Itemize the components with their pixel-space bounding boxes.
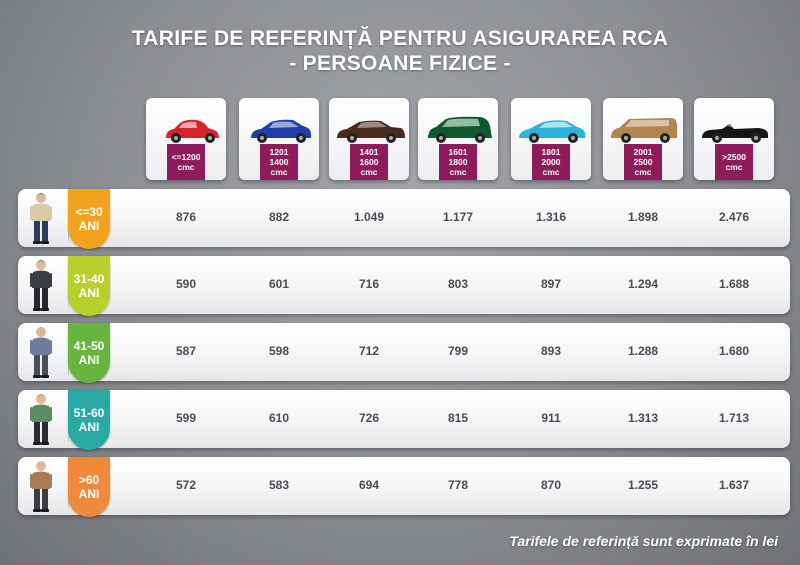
tariff-value: 876 — [175, 210, 197, 224]
tariff-value: 897 — [540, 277, 562, 291]
age-group-text: ANI — [78, 286, 100, 300]
engine-capacity-text: cmc — [177, 162, 195, 172]
tariff-value: 1.288 — [627, 344, 659, 358]
tariff-value: 1.688 — [718, 277, 750, 291]
tariff-value: 587 — [175, 344, 197, 358]
engine-capacity-text: <=1200 — [171, 152, 201, 162]
table-row: 31-40 ANI 590 601 716 803 897 1.294 1.688 — [18, 256, 790, 317]
engine-capacity-text: 2001 — [633, 147, 653, 157]
engine-capacity-text: >2500 — [722, 152, 746, 162]
tariff-value: 778 — [447, 478, 469, 492]
tariff-value: 590 — [175, 277, 197, 291]
table-row: 51-60 ANI 599 610 726 815 911 1.313 1.713 — [18, 390, 790, 451]
tariff-value: 882 — [268, 210, 290, 224]
engine-capacity-label: 1401 1600 cmc — [350, 144, 388, 180]
age-group-badge: <=30 ANI — [68, 189, 110, 249]
tariff-value: 1.680 — [718, 344, 750, 358]
tariff-value: 1.177 — [442, 210, 474, 224]
vehicle-card: 1801 2000 cmc — [511, 98, 591, 180]
age-group-text: ANI — [78, 219, 100, 233]
engine-capacity-label: 2001 2500 cmc — [624, 144, 662, 180]
engine-capacity-text: cmc — [725, 162, 743, 172]
engine-capacity-text: 1800 — [448, 157, 468, 167]
engine-capacity-label: 1601 1800 cmc — [439, 144, 477, 180]
table-row: 41-50 ANI 587 598 712 799 893 1.288 1.680 — [18, 323, 790, 384]
engine-capacity-label: >2500 cmc — [715, 144, 753, 180]
tariff-value: 716 — [358, 277, 380, 291]
tariff-value: 598 — [268, 344, 290, 358]
engine-capacity-text: 1401 — [359, 147, 379, 157]
engine-capacity-text: cmc — [634, 167, 652, 177]
tariff-value: 799 — [447, 344, 469, 358]
page-title: TARIFE DE REFERINȚĂ PENTRU ASIGURAREA RC… — [131, 27, 669, 50]
engine-capacity-text: 2500 — [633, 157, 653, 167]
older-man-icon — [28, 392, 54, 451]
tariff-value: 694 — [358, 478, 380, 492]
engine-capacity-label: <=1200 cmc — [167, 144, 205, 180]
engine-capacity-text: 1400 — [269, 157, 289, 167]
age-group-badge: 51-60 ANI — [68, 390, 110, 450]
tariff-value: 712 — [358, 344, 380, 358]
tariff-value: 572 — [175, 478, 197, 492]
age-group-badge: 31-40 ANI — [68, 256, 110, 316]
vehicle-card: 1601 1800 cmc — [418, 98, 498, 180]
tariff-value: 870 — [540, 478, 562, 492]
engine-capacity-text: cmc — [270, 167, 288, 177]
age-group-badge: >60 ANI — [68, 457, 110, 517]
tariff-value: 726 — [358, 411, 380, 425]
engine-capacity-text: 1801 — [541, 147, 561, 157]
tariff-value: 601 — [268, 277, 290, 291]
tariff-value: 1.637 — [718, 478, 750, 492]
tariff-value: 815 — [447, 411, 469, 425]
engine-capacity-label: 1801 2000 cmc — [532, 144, 570, 180]
age-group-badge: 41-50 ANI — [68, 323, 110, 383]
tariff-value: 911 — [541, 411, 561, 425]
engine-capacity-text: cmc — [449, 167, 467, 177]
engine-capacity-text: 1201 — [269, 147, 289, 157]
tariff-value: 1.316 — [535, 210, 567, 224]
engine-capacity-text: cmc — [542, 167, 560, 177]
vehicle-card: 1401 1600 cmc — [329, 98, 409, 180]
vehicle-card: 1201 1400 cmc — [239, 98, 319, 180]
middle-aged-man-icon — [28, 325, 54, 384]
tariff-value: 2.476 — [718, 210, 750, 224]
senior-man-icon — [28, 459, 54, 518]
age-group-text: ANI — [78, 420, 100, 434]
age-group-text: <=30 — [75, 205, 103, 219]
tariff-value: 1.294 — [627, 277, 659, 291]
man-in-suit-icon — [28, 258, 54, 317]
engine-capacity-text: 1600 — [359, 157, 379, 167]
tariff-value: 1.313 — [627, 411, 659, 425]
engine-capacity-text: cmc — [360, 167, 378, 177]
tariff-value: 599 — [175, 411, 197, 425]
tariff-value: 803 — [447, 277, 469, 291]
tariff-value: 1.898 — [627, 210, 659, 224]
page-subtitle: - PERSOANE FIZICE - — [289, 52, 511, 75]
tariff-value: 893 — [540, 344, 562, 358]
age-group-text: ANI — [78, 487, 100, 501]
tariff-value: 1.049 — [353, 210, 385, 224]
table-row: >60 ANI 572 583 694 778 870 1.255 1.637 — [18, 457, 790, 518]
tariff-value: 1.255 — [627, 478, 659, 492]
currency-footnote: Tarifele de referință sunt exprimate în … — [509, 533, 778, 549]
age-group-text: 51-60 — [73, 406, 105, 420]
age-group-text: >60 — [78, 473, 100, 487]
vehicle-card: 2001 2500 cmc — [603, 98, 683, 180]
engine-capacity-text: 1601 — [448, 147, 468, 157]
vehicle-card: >2500 cmc — [694, 98, 774, 180]
vehicle-card: <=1200 cmc — [146, 98, 226, 180]
age-group-text: 31-40 — [73, 272, 105, 286]
age-group-text: 41-50 — [73, 339, 105, 353]
tariff-value: 610 — [268, 411, 290, 425]
engine-capacity-label: 1201 1400 cmc — [260, 144, 298, 180]
engine-capacity-text: 2000 — [541, 157, 561, 167]
tariff-value: 1.713 — [718, 411, 750, 425]
table-row: <=30 ANI 876 882 1.049 1.177 1.316 1.898 2.476 — [18, 189, 790, 250]
young-man-icon — [28, 191, 54, 250]
age-group-text: ANI — [78, 353, 100, 367]
tariff-value: 583 — [268, 478, 290, 492]
